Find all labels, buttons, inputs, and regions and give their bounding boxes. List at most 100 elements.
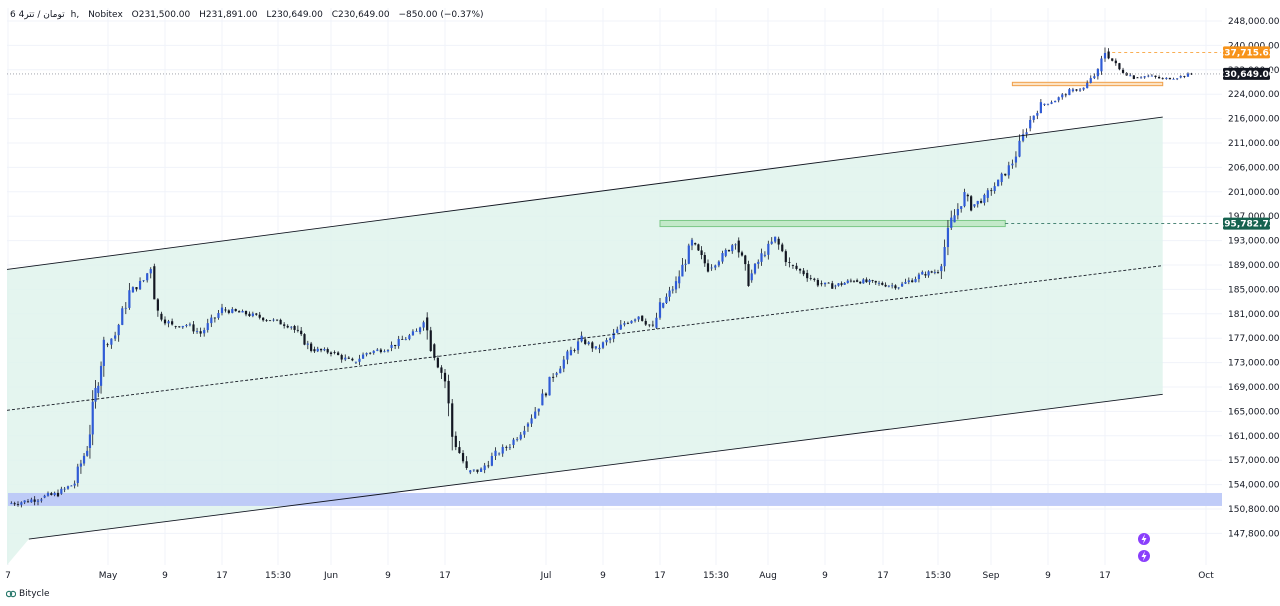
candle-body xyxy=(834,285,837,287)
candle-body xyxy=(798,268,802,271)
candle-body xyxy=(99,365,103,386)
alert-icon[interactable] xyxy=(1138,533,1150,545)
candle-body xyxy=(1032,115,1035,120)
y-tick-label: 154,000.00 xyxy=(1228,481,1280,491)
candle-body xyxy=(220,307,224,314)
candle-body xyxy=(404,339,407,341)
candle-body xyxy=(1093,76,1096,79)
candle-body xyxy=(300,330,303,335)
alert-icon[interactable] xyxy=(1138,550,1150,562)
candle-body xyxy=(110,338,113,345)
candle-body xyxy=(206,323,209,331)
candle-body xyxy=(316,348,319,352)
candle-body xyxy=(1054,100,1057,103)
candle-body xyxy=(523,430,526,435)
candle-body xyxy=(933,272,936,273)
candle-body xyxy=(465,461,468,468)
candle-body xyxy=(306,343,309,345)
y-tick-label: 169,000.00 xyxy=(1228,383,1280,393)
candle-body xyxy=(43,495,46,498)
candle-body xyxy=(1021,134,1025,141)
candle-body xyxy=(124,307,127,309)
candle-body xyxy=(737,240,740,253)
candle-body xyxy=(1176,78,1179,80)
candle-body xyxy=(1043,103,1046,105)
candle-body xyxy=(865,279,868,283)
candle-body xyxy=(990,190,993,192)
candle-body xyxy=(774,236,777,242)
candle-body xyxy=(241,310,244,313)
candle-body xyxy=(483,465,486,470)
candle-body xyxy=(740,252,744,256)
candle-body xyxy=(383,351,386,353)
x-tick-label: Jun xyxy=(323,571,338,581)
candle-body xyxy=(519,434,522,440)
candle-body xyxy=(411,331,415,336)
candle-body xyxy=(1168,77,1172,80)
candle-body xyxy=(379,349,382,353)
price-tags: 237,715.62 230,649.00 195,782.72 xyxy=(1218,46,1275,230)
candle-body xyxy=(26,501,30,503)
candle-body xyxy=(684,263,687,265)
candle-body xyxy=(494,450,497,456)
candle-body xyxy=(20,502,23,505)
candle-body xyxy=(310,343,313,351)
candle-body xyxy=(744,255,747,265)
candle-body xyxy=(415,331,418,332)
channel-lower-line xyxy=(28,393,1163,540)
candle-body xyxy=(319,348,323,351)
candle-body xyxy=(580,335,583,342)
candle-body xyxy=(265,320,268,322)
legend-close: C230,649.00 xyxy=(331,10,390,20)
candle-body xyxy=(897,287,900,289)
candle-body xyxy=(244,310,248,315)
candle-body xyxy=(88,434,92,448)
candle-body xyxy=(422,322,425,328)
candle-body xyxy=(275,319,279,321)
legend-open: O231,500.00 xyxy=(131,10,191,20)
candle-body xyxy=(63,488,66,490)
candle-body xyxy=(472,469,475,471)
candle-body xyxy=(1143,76,1146,78)
legend-exchange: Nobitex xyxy=(88,10,123,20)
candle-body xyxy=(894,285,897,289)
candle-body xyxy=(859,281,862,284)
candle-body xyxy=(946,227,950,248)
candle-body xyxy=(668,290,671,297)
candle-body xyxy=(781,244,784,252)
candle-body xyxy=(1147,75,1150,77)
candle-body xyxy=(849,280,852,282)
y-tick-label: 177,000.00 xyxy=(1228,334,1280,344)
candle-body xyxy=(1071,89,1075,92)
candle-body xyxy=(283,324,286,326)
candle-body xyxy=(626,322,630,324)
candle-body xyxy=(94,387,97,402)
candle-body xyxy=(479,468,483,472)
candle-body xyxy=(56,492,60,497)
candle-body xyxy=(234,308,237,312)
candle-body xyxy=(203,330,206,334)
candle-body xyxy=(1050,102,1053,104)
candle-body xyxy=(1029,119,1032,129)
candle-body xyxy=(1018,140,1021,157)
candle-body xyxy=(943,247,946,267)
candle-body xyxy=(23,500,26,503)
candle-body xyxy=(1103,52,1107,59)
candle-body xyxy=(178,326,181,328)
candle-body xyxy=(871,280,874,281)
candle-body xyxy=(66,486,70,489)
candle-body xyxy=(1086,82,1089,89)
candle-body xyxy=(258,314,261,318)
candle-body xyxy=(82,455,86,464)
candle-body xyxy=(195,331,199,332)
candle-body xyxy=(891,285,894,287)
x-tick-label: 15:30 xyxy=(265,571,291,581)
candle-body xyxy=(616,329,619,333)
candle-body xyxy=(648,324,651,326)
y-tick-label: 185,000.00 xyxy=(1228,285,1280,295)
candle-body xyxy=(674,281,678,290)
candle-body xyxy=(138,280,142,290)
candle-body xyxy=(837,283,840,286)
candle-body xyxy=(750,273,753,281)
